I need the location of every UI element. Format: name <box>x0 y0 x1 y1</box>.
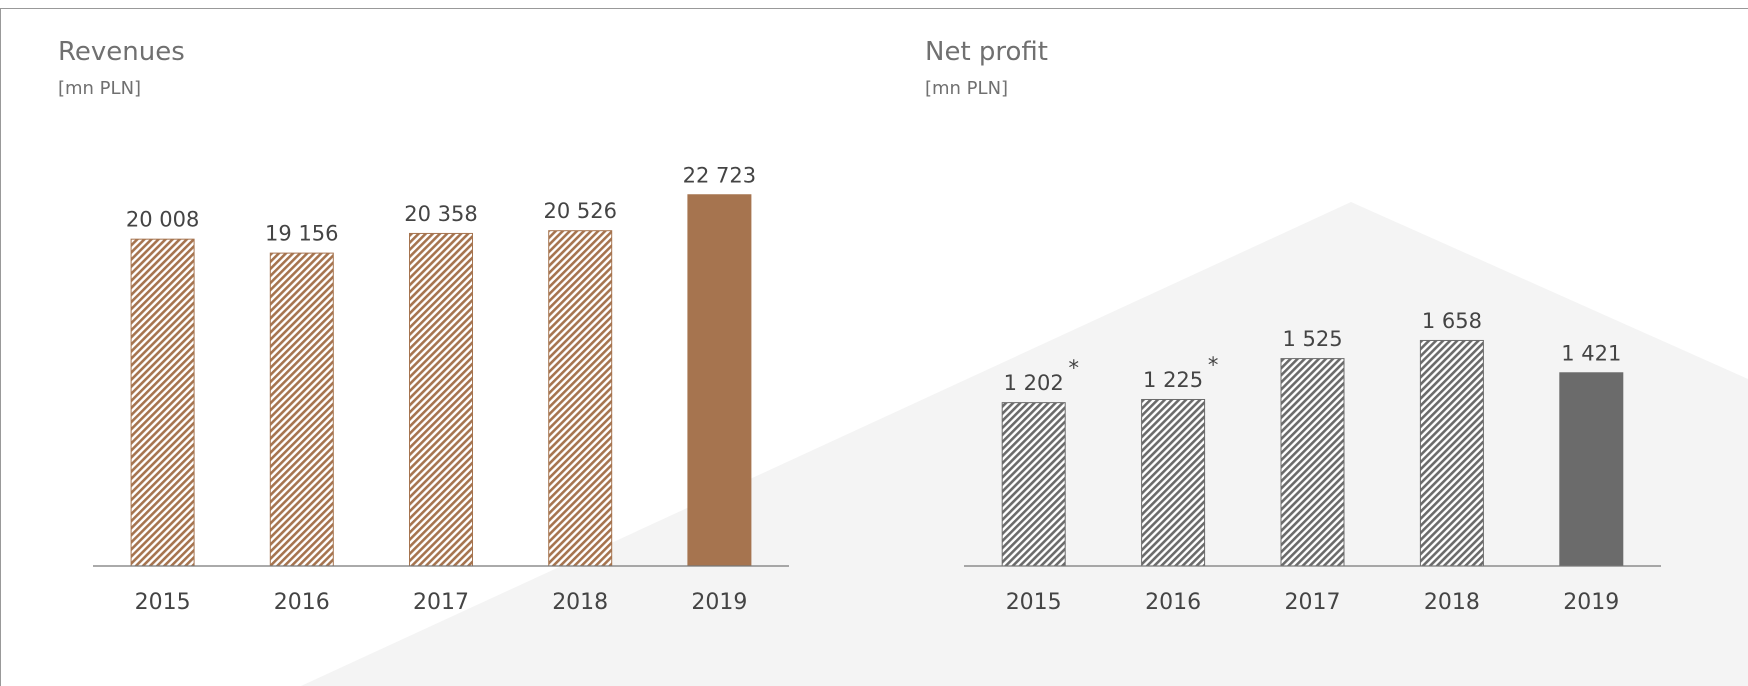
bar <box>1280 358 1345 567</box>
chart-subtitle: [mn PLN] <box>58 78 141 99</box>
bar <box>130 238 195 567</box>
frame <box>0 8 1748 686</box>
chart-title: Revenues <box>58 37 185 67</box>
value-label-note: * <box>1068 356 1079 380</box>
value-label: 1 225 <box>1143 368 1203 392</box>
chart-subtitle: [mn PLN] <box>925 78 1008 99</box>
bar <box>1001 402 1066 567</box>
value-label: 22 723 <box>683 163 756 187</box>
x-tick-label: 2017 <box>1285 590 1341 615</box>
x-tick-label: 2016 <box>1145 590 1201 615</box>
bar <box>1559 372 1624 567</box>
value-label: 20 526 <box>543 199 616 223</box>
x-tick-label: 2016 <box>274 590 330 615</box>
value-label: 20 008 <box>126 208 199 232</box>
value-label: 1 202 <box>1004 371 1064 395</box>
value-label: 1 658 <box>1422 309 1482 333</box>
chart-title: Net profit <box>925 37 1048 67</box>
x-tick-label: 2019 <box>1563 590 1619 615</box>
x-tick-label: 2017 <box>413 590 469 615</box>
value-label: 20 358 <box>404 202 477 226</box>
x-tick-label: 2018 <box>1424 590 1480 615</box>
bar <box>687 194 752 567</box>
value-label: 1 421 <box>1561 341 1621 365</box>
x-tick-label: 2015 <box>1006 590 1062 615</box>
bar <box>409 232 473 567</box>
bar <box>548 230 613 567</box>
value-label: 19 156 <box>265 222 338 246</box>
x-tick-label: 2018 <box>552 590 608 615</box>
bar <box>269 252 334 567</box>
x-tick-label: 2015 <box>135 590 191 615</box>
value-label: 1 525 <box>1282 327 1342 351</box>
x-tick-label: 2019 <box>691 590 747 615</box>
value-label-note: * <box>1208 353 1219 377</box>
bar <box>1419 339 1484 567</box>
bar <box>1141 398 1206 567</box>
